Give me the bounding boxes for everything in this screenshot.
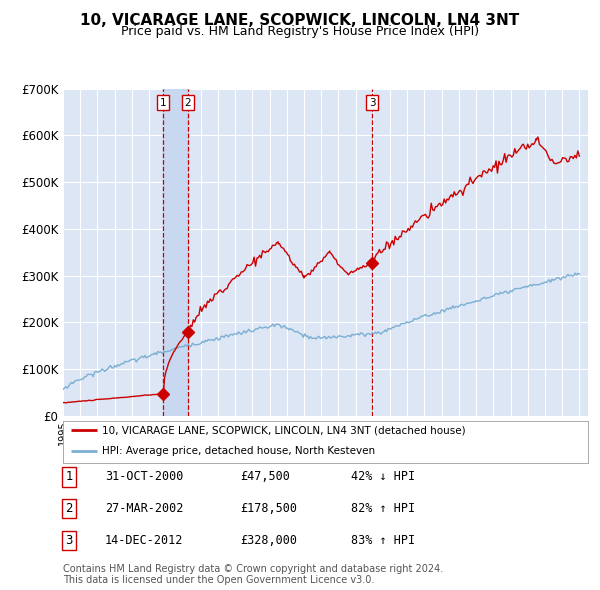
Text: 14-DEC-2012: 14-DEC-2012 bbox=[105, 534, 184, 547]
Text: Price paid vs. HM Land Registry's House Price Index (HPI): Price paid vs. HM Land Registry's House … bbox=[121, 25, 479, 38]
Text: £328,000: £328,000 bbox=[240, 534, 297, 547]
Text: 1: 1 bbox=[160, 98, 167, 108]
Text: 3: 3 bbox=[65, 534, 73, 547]
Text: £178,500: £178,500 bbox=[240, 502, 297, 515]
Text: £47,500: £47,500 bbox=[240, 470, 290, 483]
Text: 82% ↑ HPI: 82% ↑ HPI bbox=[351, 502, 415, 515]
Text: 83% ↑ HPI: 83% ↑ HPI bbox=[351, 534, 415, 547]
Text: 1: 1 bbox=[65, 470, 73, 483]
Text: HPI: Average price, detached house, North Kesteven: HPI: Average price, detached house, Nort… bbox=[103, 446, 376, 456]
Text: 27-MAR-2002: 27-MAR-2002 bbox=[105, 502, 184, 515]
Bar bbox=[163, 88, 188, 416]
Text: 10, VICARAGE LANE, SCOPWICK, LINCOLN, LN4 3NT (detached house): 10, VICARAGE LANE, SCOPWICK, LINCOLN, LN… bbox=[103, 425, 466, 435]
Text: 42% ↓ HPI: 42% ↓ HPI bbox=[351, 470, 415, 483]
Text: 3: 3 bbox=[369, 98, 376, 108]
Text: 10, VICARAGE LANE, SCOPWICK, LINCOLN, LN4 3NT: 10, VICARAGE LANE, SCOPWICK, LINCOLN, LN… bbox=[80, 13, 520, 28]
Text: 31-OCT-2000: 31-OCT-2000 bbox=[105, 470, 184, 483]
Text: 2: 2 bbox=[65, 502, 73, 515]
Text: Contains HM Land Registry data © Crown copyright and database right 2024.
This d: Contains HM Land Registry data © Crown c… bbox=[63, 563, 443, 585]
Text: 2: 2 bbox=[184, 98, 191, 108]
